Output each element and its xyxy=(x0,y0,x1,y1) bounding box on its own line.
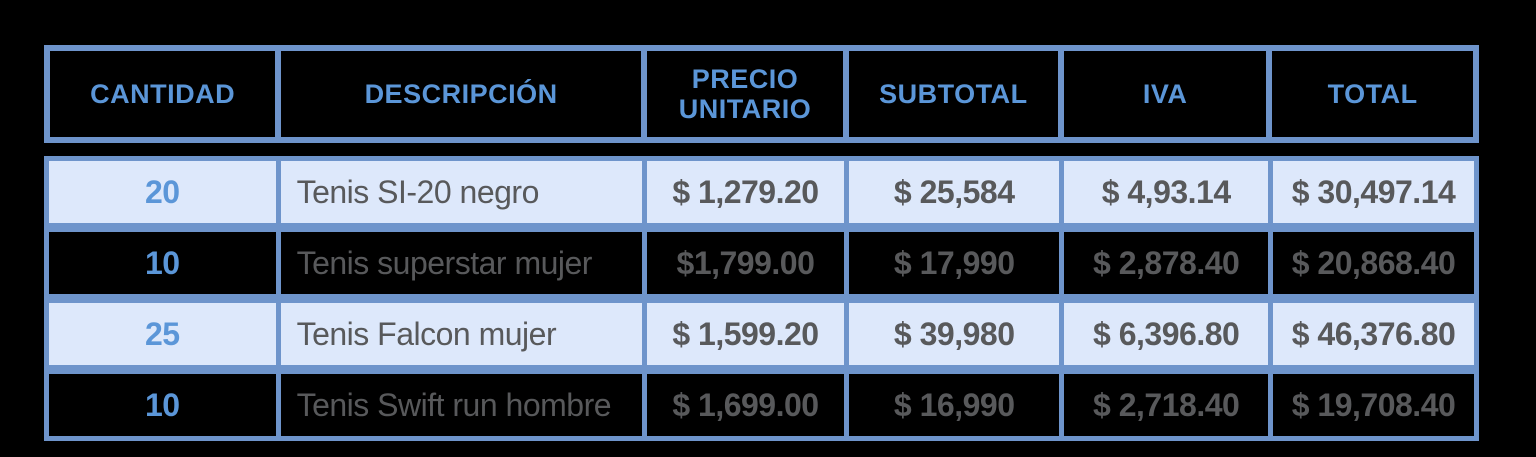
table-row: 25 Tenis Falcon mujer $ 1,599.20 $ 39,98… xyxy=(49,303,1474,374)
subtotal-cell: $ 17,990 xyxy=(849,232,1065,294)
subtotal-cell: $ 16,990 xyxy=(849,374,1065,436)
table-body: 20 Tenis SI-20 negro $ 1,279.20 $ 25,584… xyxy=(44,156,1479,441)
iva-cell: $ 2,878.40 xyxy=(1064,232,1274,294)
descripcion-cell: Tenis superstar mujer xyxy=(281,232,647,294)
subtotal-cell: $ 25,584 xyxy=(849,161,1065,223)
precio-unitario-cell: $ 1,279.20 xyxy=(647,161,850,223)
table-row: 20 Tenis SI-20 negro $ 1,279.20 $ 25,584… xyxy=(49,161,1474,232)
cantidad-cell: 20 xyxy=(49,161,281,223)
column-header-descripcion: DESCRIPCIÓN xyxy=(281,51,647,137)
iva-cell: $ 4,93.14 xyxy=(1064,161,1274,223)
descripcion-cell: Tenis SI-20 negro xyxy=(281,161,647,223)
subtotal-cell: $ 39,980 xyxy=(849,303,1065,365)
total-cell: $ 30,497.14 xyxy=(1291,173,1456,210)
total-cell: $ 46,376.80 xyxy=(1291,315,1456,352)
total-cell: $ 20,868.40 xyxy=(1291,244,1456,281)
descripcion-cell: Tenis Falcon mujer xyxy=(281,303,647,365)
descripcion-cell: Tenis Swift run hombre xyxy=(281,374,647,436)
precio-unitario-cell: $ 1,599.20 xyxy=(647,303,850,365)
total-cell: $ 19,708.40 xyxy=(1291,386,1456,423)
table-row: 10 Tenis superstar mujer $1,799.00 $ 17,… xyxy=(49,232,1474,303)
cantidad-cell: 10 xyxy=(49,232,281,294)
iva-cell: $ 2,718.40 xyxy=(1064,374,1274,436)
column-header-iva: IVA xyxy=(1064,51,1273,137)
column-header-subtotal: SUBTOTAL xyxy=(849,51,1064,137)
column-header-precio-unitario: PRECIO UNITARIO xyxy=(647,51,849,137)
column-header-cantidad: CANTIDAD xyxy=(50,51,282,137)
column-header-total: TOTAL xyxy=(1327,78,1418,109)
precio-unitario-cell: $1,799.00 xyxy=(647,232,850,294)
iva-cell: $ 6,396.80 xyxy=(1064,303,1274,365)
precio-unitario-cell: $ 1,699.00 xyxy=(647,374,850,436)
table-header-row: CANTIDAD DESCRIPCIÓN PRECIO UNITARIO SUB… xyxy=(44,45,1479,143)
table-row: 10 Tenis Swift run hombre $ 1,699.00 $ 1… xyxy=(49,374,1474,436)
cantidad-cell: 10 xyxy=(49,374,281,436)
cantidad-cell: 25 xyxy=(49,303,281,365)
